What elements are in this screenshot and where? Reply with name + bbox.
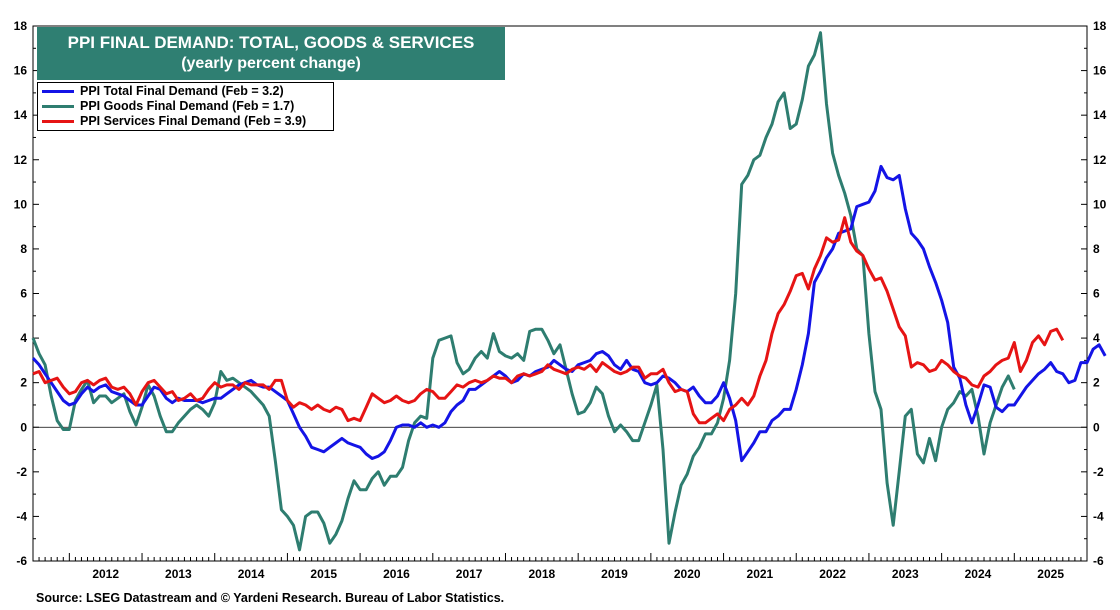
x-tick-label: 2022 — [819, 567, 846, 581]
legend-item-total: PPI Total Final Demand (Feb = 3.2) — [38, 84, 333, 99]
legend-swatch-total — [42, 90, 74, 93]
y-tick-label-left: 10 — [14, 197, 28, 211]
y-tick-label-right: 4 — [1093, 331, 1100, 345]
series-line-services — [32, 216, 1065, 425]
source-note: Source: LSEG Datastream and © Yardeni Re… — [36, 591, 505, 605]
y-tick-label-left: -4 — [16, 509, 27, 523]
y-tick-label-right: 18 — [1093, 19, 1107, 33]
y-tick-label-left: 4 — [20, 331, 27, 345]
x-tick-label: 2014 — [238, 567, 265, 581]
left-axis: -6 -4 -2 0 2 4 6 8 10 12 14 16 18 — [14, 19, 39, 568]
legend-label-services: PPI Services Final Demand (Feb = 3.9) — [80, 114, 307, 128]
x-tick-label: 2018 — [528, 567, 555, 581]
y-tick-label-right: -2 — [1093, 465, 1104, 479]
x-tick-label: 2015 — [310, 567, 337, 581]
x-tick-label: 2013 — [165, 567, 192, 581]
y-tick-label-left: -6 — [16, 554, 27, 568]
y-tick-label-left: 6 — [20, 287, 27, 301]
y-tick-label-right: 14 — [1093, 108, 1107, 122]
y-tick-label-right: 0 — [1093, 420, 1100, 434]
right-axis: -6 -4 -2 0 2 4 6 8 10 12 14 16 18 — [1081, 19, 1107, 568]
series-layer — [31, 31, 1107, 552]
y-tick-label-right: 2 — [1093, 376, 1100, 390]
x-tick-label: 2024 — [965, 567, 992, 581]
x-axis: 2012 2013 2014 2015 2016 2017 2018 2019 2020 2021… — [32, 553, 1088, 581]
y-tick-label-left: 0 — [20, 420, 27, 434]
y-tick-label-right: -4 — [1093, 509, 1104, 523]
x-tick-label: 2023 — [892, 567, 919, 581]
y-tick-label-left: -2 — [16, 465, 27, 479]
x-tick-label: 2020 — [674, 567, 701, 581]
y-tick-label-left: 18 — [14, 19, 28, 33]
y-tick-label-left: 16 — [14, 64, 28, 78]
y-tick-label-left: 12 — [14, 153, 28, 167]
legend-item-services: PPI Services Final Demand (Feb = 3.9) — [38, 114, 333, 129]
y-tick-label-left: 8 — [20, 242, 27, 256]
y-tick-label-right: -6 — [1093, 554, 1104, 568]
x-tick-label: 2012 — [92, 567, 119, 581]
legend: PPI Total Final Demand (Feb = 3.2) PPI G… — [37, 82, 334, 131]
chart-title: PPI FINAL DEMAND: TOTAL, GOODS & SERVICE… — [67, 33, 475, 52]
chart-subtitle: (yearly percent change) — [181, 55, 361, 72]
series-line-goods — [31, 31, 1016, 552]
legend-label-total: PPI Total Final Demand (Feb = 3.2) — [80, 84, 284, 98]
legend-swatch-services — [42, 120, 74, 123]
x-tick-label: 2025 — [1037, 567, 1064, 581]
y-tick-label-right: 6 — [1093, 287, 1100, 301]
y-tick-label-left: 14 — [14, 108, 28, 122]
y-tick-label-right: 16 — [1093, 64, 1107, 78]
x-tick-label: 2016 — [383, 567, 410, 581]
legend-item-goods: PPI Goods Final Demand (Feb = 1.7) — [38, 99, 333, 114]
x-tick-label: 2021 — [747, 567, 774, 581]
y-tick-label-right: 12 — [1093, 153, 1107, 167]
x-tick-label: 2017 — [456, 567, 483, 581]
y-tick-label-left: 2 — [20, 376, 27, 390]
legend-label-goods: PPI Goods Final Demand (Feb = 1.7) — [80, 99, 295, 113]
y-tick-label-right: 10 — [1093, 197, 1107, 211]
legend-swatch-goods — [42, 105, 74, 108]
chart-title-box: PPI FINAL DEMAND: TOTAL, GOODS & SERVICE… — [37, 27, 505, 80]
x-tick-label: 2019 — [601, 567, 628, 581]
y-tick-label-right: 8 — [1093, 242, 1100, 256]
